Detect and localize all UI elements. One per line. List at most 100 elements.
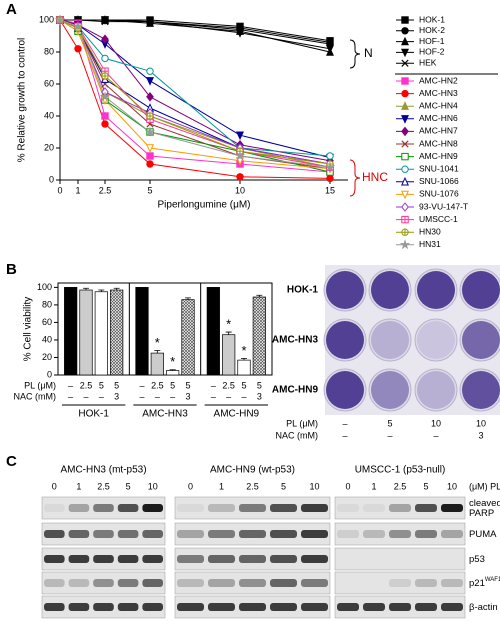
condition-value: 5: [185, 380, 190, 390]
panel-letter: C: [6, 453, 17, 470]
blot-band: [68, 555, 90, 563]
bar: [135, 287, 149, 376]
data-point: [146, 160, 154, 168]
well-stain: [462, 321, 500, 359]
well: [368, 318, 412, 362]
marker-shape: [101, 54, 109, 63]
blot-band: [389, 603, 411, 611]
marker-shape: [146, 152, 154, 160]
blot-band: [44, 530, 65, 538]
error-bar: [113, 287, 120, 291]
blot-band: [363, 603, 385, 611]
y-tick-label: 100: [37, 282, 52, 292]
marker-shape: [401, 165, 409, 173]
x-tick-label: 5: [147, 185, 152, 195]
x-axis-label: Piperlongumine (μM): [157, 200, 250, 211]
legend-item: SNU-1066: [396, 176, 459, 186]
y-tick-label: 40: [42, 334, 52, 344]
dose-label: 1: [76, 481, 81, 491]
blot-band: [301, 555, 328, 563]
marker-shape: [101, 120, 109, 128]
marker-shape: [144, 126, 156, 137]
condition-value: –: [241, 391, 246, 401]
well-stain: [462, 371, 500, 409]
condition-value: 3: [478, 430, 483, 440]
blot-band: [239, 603, 266, 611]
blot-band: [142, 530, 163, 538]
dose-label: 5: [126, 481, 131, 491]
blot-band: [177, 530, 204, 538]
marker-shape: [401, 140, 409, 148]
marker-shape: [401, 16, 409, 24]
blot-band: [208, 579, 235, 587]
blot-strip: [174, 571, 331, 595]
condition-value: –: [433, 430, 438, 440]
marker-shape: [401, 126, 409, 137]
condition-label: PL (μM): [286, 418, 318, 428]
blot-band: [142, 603, 163, 611]
blot-band: [441, 579, 463, 587]
data-point: [234, 150, 246, 161]
blot-band: [44, 555, 65, 563]
blot-band: [117, 555, 139, 563]
data-point: [236, 24, 244, 32]
legend-label: AMC-HN9: [419, 151, 458, 161]
blot-band: [117, 579, 139, 587]
error-bar: [225, 331, 232, 335]
legend-item: HOF-1: [396, 36, 445, 46]
data-point: [326, 45, 334, 54]
legend-label: HOF-2: [419, 47, 445, 57]
y-tick-label: 80: [44, 46, 54, 56]
error-bar-line: [241, 357, 247, 361]
dose-label: 0: [188, 481, 193, 491]
data-point: [146, 152, 154, 160]
blot-band: [337, 530, 359, 538]
panel-letter: B: [6, 261, 17, 278]
legend-label: HEK: [419, 57, 437, 67]
error-bar: [83, 287, 89, 291]
bar: [110, 289, 124, 376]
marker-shape: [401, 202, 409, 212]
condition-value: –: [226, 391, 231, 401]
marker-shape: [401, 59, 409, 67]
data-point: [101, 54, 109, 63]
blot-band: [270, 555, 297, 563]
y-tick-label: 0: [47, 369, 52, 379]
blot-band: [68, 504, 90, 512]
blot-strip: [334, 571, 466, 595]
condition-value: –: [211, 391, 216, 401]
data-point: [146, 77, 154, 86]
legend-item: HOF-2: [396, 47, 445, 58]
legend-item: SNU-1076: [396, 189, 459, 200]
legend-label: HOK-2: [419, 25, 445, 35]
legend-label: HOF-1: [419, 36, 445, 46]
condition-value: 10: [431, 418, 441, 428]
legend-label: 93-VU-147-T: [419, 201, 468, 211]
blot-band: [208, 504, 235, 512]
dose-label: 2.5: [97, 481, 110, 491]
series-line: [59, 19, 331, 179]
marker-shape: [234, 150, 246, 161]
blot-band: [239, 530, 266, 538]
blot-band: [93, 555, 114, 563]
marker-shape: [236, 131, 244, 141]
significance-mark: *: [226, 317, 231, 332]
blot-band: [301, 579, 328, 587]
dose-label: 10: [309, 481, 319, 491]
legend-item: HN30: [396, 226, 441, 236]
dose-label: 10: [447, 481, 457, 491]
legend-label: SNU-1076: [419, 189, 459, 199]
blot-band: [389, 530, 411, 538]
blot-band: [44, 504, 65, 512]
blot-band: [44, 579, 65, 587]
condition-value: –: [342, 430, 347, 440]
data-point: [101, 120, 109, 128]
legend-item: HOK-1: [396, 14, 445, 24]
data-point: [236, 29, 244, 38]
marker-shape: [326, 174, 334, 183]
dose-label: 0: [345, 481, 350, 491]
blot-band: [177, 579, 204, 587]
well-stain: [371, 321, 409, 359]
x-tick-label: 0: [57, 185, 62, 195]
